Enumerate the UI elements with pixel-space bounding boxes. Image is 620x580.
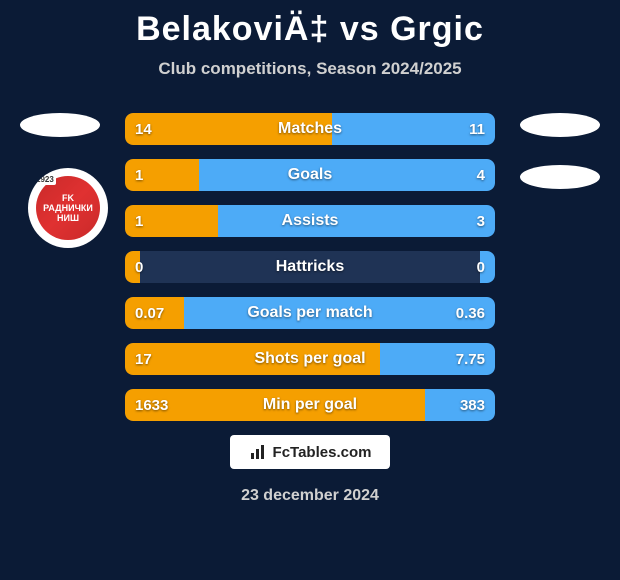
crest-shield-icon: 1923 FK РАДНИЧКИ НИШ (36, 176, 100, 240)
stat-label: Shots per goal (125, 343, 495, 375)
stat-label: Matches (125, 113, 495, 145)
stat-row: 17Shots per goal7.75 (125, 343, 495, 375)
stat-value-right: 7.75 (456, 343, 485, 375)
page-title: BelakoviÄ‡ vs Grgic (0, 10, 620, 49)
stat-value-right: 0.36 (456, 297, 485, 329)
header: BelakoviÄ‡ vs Grgic Club competitions, S… (0, 0, 620, 83)
player-left-badge (20, 113, 100, 137)
stat-label: Hattricks (125, 251, 495, 283)
stat-row: 1Assists3 (125, 205, 495, 237)
stat-row: 0Hattricks0 (125, 251, 495, 283)
stat-label: Min per goal (125, 389, 495, 421)
chart-icon (249, 443, 267, 461)
stat-value-right: 0 (477, 251, 485, 283)
brand-badge[interactable]: FcTables.com (230, 435, 390, 469)
stat-value-right: 11 (469, 113, 485, 145)
club-crest: 1923 FK РАДНИЧКИ НИШ (28, 168, 108, 248)
stat-row: 1Goals4 (125, 159, 495, 191)
comparison-chart: 1923 FK РАДНИЧКИ НИШ 14Matches111Goals41… (0, 113, 620, 421)
crest-line1: FK (62, 193, 74, 203)
player-right-badge (520, 113, 600, 137)
stat-value-right: 4 (477, 159, 485, 191)
player-right-badge-2 (520, 165, 600, 189)
crest-year: 1923 (34, 174, 56, 185)
stat-label: Goals (125, 159, 495, 191)
date-text: 23 december 2024 (0, 487, 620, 505)
crest-line3: НИШ (57, 213, 79, 223)
stat-row: 0.07Goals per match0.36 (125, 297, 495, 329)
stat-row: 1633Min per goal383 (125, 389, 495, 421)
stat-label: Goals per match (125, 297, 495, 329)
subtitle: Club competitions, Season 2024/2025 (0, 59, 620, 79)
stat-rows: 14Matches11 1Goals4 1Assists3 0Hattricks0 0.… (125, 113, 495, 421)
crest-line2: РАДНИЧКИ (43, 203, 93, 213)
stat-value-right: 383 (460, 389, 485, 421)
brand-text: FcTables.com (273, 444, 372, 461)
stat-row: 14Matches11 (125, 113, 495, 145)
stat-label: Assists (125, 205, 495, 237)
stat-value-right: 3 (477, 205, 485, 237)
